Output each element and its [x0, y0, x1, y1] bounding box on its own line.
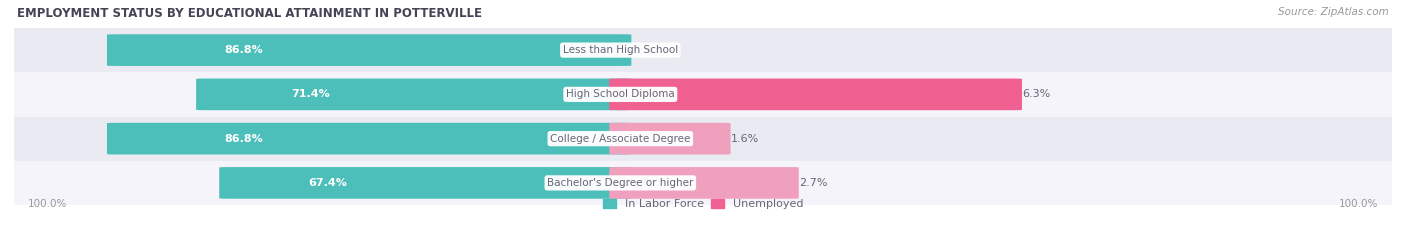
- FancyBboxPatch shape: [14, 116, 1392, 161]
- FancyBboxPatch shape: [219, 167, 631, 199]
- Text: 2.7%: 2.7%: [799, 178, 827, 188]
- Text: EMPLOYMENT STATUS BY EDUCATIONAL ATTAINMENT IN POTTERVILLE: EMPLOYMENT STATUS BY EDUCATIONAL ATTAINM…: [17, 7, 482, 20]
- FancyBboxPatch shape: [107, 123, 631, 154]
- Text: Source: ZipAtlas.com: Source: ZipAtlas.com: [1278, 7, 1389, 17]
- Text: 86.8%: 86.8%: [224, 134, 263, 144]
- FancyBboxPatch shape: [195, 79, 631, 110]
- Text: Bachelor's Degree or higher: Bachelor's Degree or higher: [547, 178, 693, 188]
- FancyBboxPatch shape: [14, 161, 1392, 205]
- FancyBboxPatch shape: [14, 28, 1392, 72]
- FancyBboxPatch shape: [609, 167, 799, 199]
- FancyBboxPatch shape: [14, 72, 1392, 116]
- Text: 1.6%: 1.6%: [731, 134, 759, 144]
- Text: 0.0%: 0.0%: [631, 45, 659, 55]
- Text: 6.3%: 6.3%: [1022, 89, 1050, 99]
- Text: 67.4%: 67.4%: [308, 178, 347, 188]
- Text: 100.0%: 100.0%: [28, 199, 67, 209]
- Text: 71.4%: 71.4%: [291, 89, 330, 99]
- Text: College / Associate Degree: College / Associate Degree: [550, 134, 690, 144]
- FancyBboxPatch shape: [107, 34, 631, 66]
- FancyBboxPatch shape: [609, 79, 1022, 110]
- Text: 86.8%: 86.8%: [224, 45, 263, 55]
- Text: High School Diploma: High School Diploma: [567, 89, 675, 99]
- Legend: In Labor Force, Unemployed: In Labor Force, Unemployed: [598, 194, 808, 214]
- Text: Less than High School: Less than High School: [562, 45, 678, 55]
- FancyBboxPatch shape: [609, 123, 731, 154]
- Text: 100.0%: 100.0%: [1339, 199, 1378, 209]
